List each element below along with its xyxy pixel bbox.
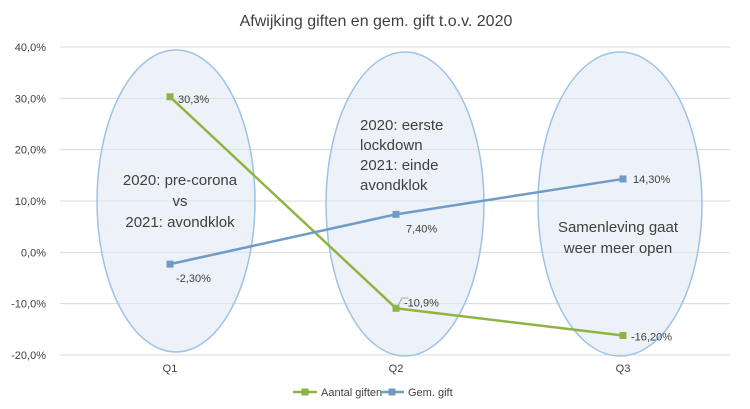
data-label: -2,30% — [176, 273, 211, 285]
y-tick-label: 0,0% — [21, 247, 46, 259]
annotation-text: weer meer open — [563, 240, 672, 257]
annotation-text: lockdown — [360, 137, 423, 154]
y-tick-label: 40,0% — [15, 42, 46, 54]
data-point — [166, 260, 174, 268]
x-tick-label: Q3 — [616, 363, 631, 375]
annotation-text: 2020: eerste — [360, 117, 443, 134]
data-point — [619, 331, 627, 339]
data-point — [392, 304, 400, 312]
legend-marker — [301, 388, 309, 396]
annotation-notes: 2020: pre-corona vs 2021: avondklok 2020: e… — [123, 117, 679, 257]
data-label: 30,3% — [178, 94, 209, 106]
x-axis-ticks: Q1 Q2 Q3 — [163, 363, 631, 375]
data-label: 14,30% — [633, 174, 671, 186]
annotation-text: 2020: pre-corona — [123, 172, 238, 189]
label-leader — [397, 297, 408, 307]
annotation-text: vs — [173, 193, 188, 210]
legend-label: Gem. gift — [408, 387, 453, 399]
data-point — [619, 175, 627, 183]
data-label: -16,20% — [631, 331, 672, 343]
data-point — [166, 93, 174, 101]
annotation-ellipse — [537, 51, 703, 357]
legend-marker — [388, 388, 396, 396]
data-label: 7,40% — [406, 223, 437, 235]
y-tick-label: 20,0% — [15, 145, 46, 157]
y-tick-label: 30,0% — [15, 93, 46, 105]
annotation-text: 2021: avondklok — [125, 214, 235, 231]
annotation-text: 2021: einde — [360, 157, 438, 174]
x-tick-label: Q2 — [389, 363, 404, 375]
series-lines: 30,3% -10,9% -16,20% -2,30% 7,40% 14,30% — [166, 93, 672, 343]
legend: Aantal giften Gem. gift — [293, 387, 453, 399]
annotation-text: avondklok — [360, 177, 428, 194]
y-axis-ticks: 40,0% 30,0% 20,0% 10,0% 0,0% -10,0% -20,0% — [11, 42, 46, 362]
y-tick-label: -10,0% — [11, 299, 46, 311]
data-point — [392, 210, 400, 218]
data-label: -10,9% — [404, 297, 439, 309]
annotation-text: Samenleving gaat — [558, 219, 679, 236]
annotation-ellipse — [96, 49, 256, 353]
y-tick-label: -20,0% — [11, 350, 46, 362]
y-tick-label: 10,0% — [15, 196, 46, 208]
x-tick-label: Q1 — [163, 363, 178, 375]
chart-title: Afwijking giften en gem. gift t.o.v. 202… — [240, 13, 513, 30]
legend-label: Aantal giften — [321, 387, 382, 399]
